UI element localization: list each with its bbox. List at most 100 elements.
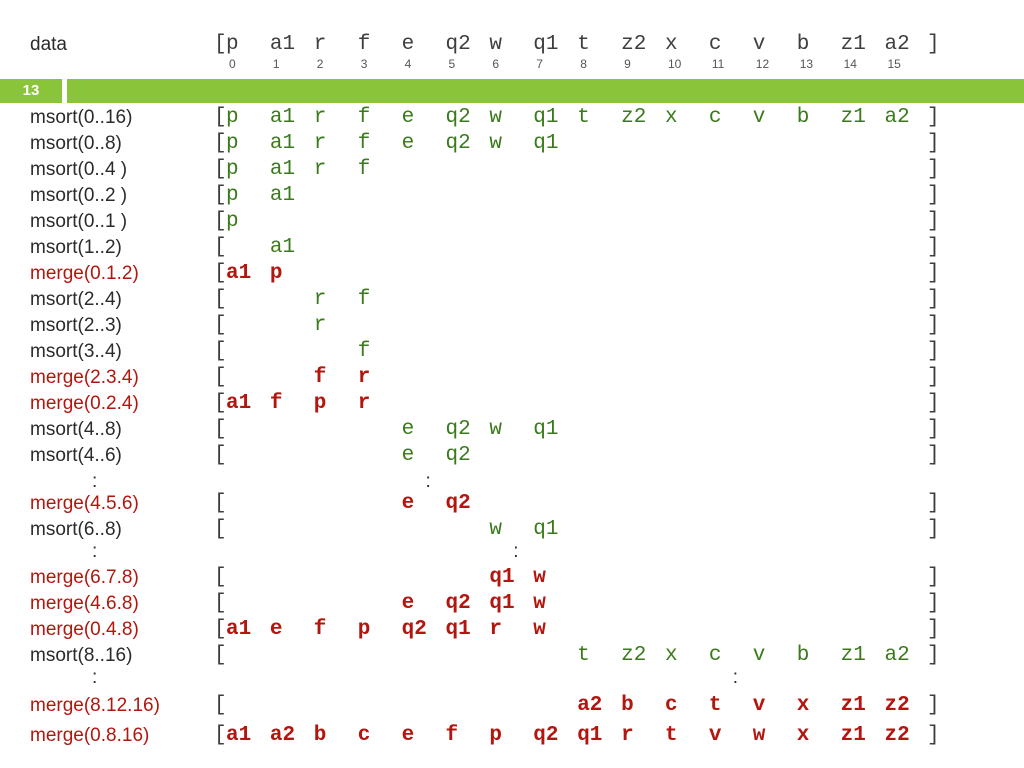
msort-value: q1 <box>533 518 559 541</box>
merged-value: q2 <box>401 618 427 641</box>
msort-value: p <box>226 132 239 155</box>
data-value: e <box>401 33 415 56</box>
msort-value: e <box>401 132 415 155</box>
row-close-bracket: ] <box>927 366 940 389</box>
ellipsis-marker: : <box>92 667 98 688</box>
msort-call-label: msort(2..3) <box>30 315 122 336</box>
merged-value: e <box>401 592 415 615</box>
data-index: 14 <box>843 57 857 71</box>
msort-value: e <box>401 418 415 441</box>
msort-value: a1 <box>269 236 296 259</box>
data-value: f <box>357 33 371 56</box>
data-value: q1 <box>533 33 559 56</box>
merged-value: f <box>313 618 327 641</box>
data-index: 4 <box>404 57 412 71</box>
msort-value: v <box>752 106 766 129</box>
data-value: x <box>665 33 678 56</box>
data-index: 15 <box>887 57 901 71</box>
msort-value: r <box>313 132 327 155</box>
msort-value: z2 <box>621 106 647 129</box>
msort-value: f <box>357 288 371 311</box>
data-value: a2 <box>884 33 910 56</box>
row-open-bracket: [ <box>214 158 227 181</box>
merged-value: t <box>708 694 722 717</box>
data-value: r <box>313 33 327 56</box>
msort-call-label: msort(0..2 ) <box>30 185 128 206</box>
data-value: w <box>489 33 502 56</box>
msort-value: b <box>796 644 810 667</box>
row-open-bracket: [ <box>214 566 227 589</box>
merged-value: q1 <box>489 566 515 589</box>
msort-value: q1 <box>533 106 559 129</box>
msort-call-label: msort(2..4) <box>30 289 122 310</box>
row-close-bracket: ] <box>927 492 940 515</box>
slide-number: 13 <box>0 79 62 103</box>
row-open-bracket: [ <box>214 694 227 717</box>
row-close-bracket: ] <box>927 132 940 155</box>
msort-value: z1 <box>840 106 866 129</box>
data-index: 6 <box>492 57 500 71</box>
msort-value: b <box>796 106 810 129</box>
merge-call-label: merge(0.1.2) <box>30 263 139 284</box>
row-open-bracket: [ <box>214 106 227 129</box>
msort-value: q2 <box>445 132 471 155</box>
merged-value: z2 <box>884 694 910 717</box>
row-open-bracket: [ <box>214 184 227 207</box>
data-value: v <box>752 33 766 56</box>
row-close-bracket: ] <box>927 444 940 467</box>
msort-call-label: msort(4..6) <box>30 445 122 466</box>
row-close-bracket: ] <box>927 288 940 311</box>
merged-value: a2 <box>577 694 603 717</box>
msort-value: r <box>313 106 327 129</box>
msort-value: w <box>489 106 502 129</box>
row-open-bracket: [ <box>214 724 227 747</box>
merged-value: f <box>313 366 327 389</box>
data-value: z2 <box>621 33 647 56</box>
merge-call-label: merge(6.7.8) <box>30 567 139 588</box>
msort-value: a2 <box>884 106 910 129</box>
row-close-bracket: ] <box>927 566 940 589</box>
row-open-bracket: [ <box>214 592 227 615</box>
merged-value: t <box>665 724 678 747</box>
msort-value: r <box>313 288 327 311</box>
msort-value: e <box>401 444 415 467</box>
msort-call-label: msort(0..1 ) <box>30 211 128 232</box>
data-index: 9 <box>624 57 631 71</box>
row-close-bracket: ] <box>927 392 940 415</box>
msort-call-label: msort(0..16) <box>30 107 133 128</box>
merged-value: b <box>313 724 327 747</box>
row-close-bracket: ] <box>927 236 940 259</box>
row-close-bracket: ] <box>927 158 940 181</box>
merged-value: b <box>621 694 634 717</box>
data-index: 5 <box>448 57 456 71</box>
merged-value: p <box>489 724 502 747</box>
msort-value: p <box>226 210 239 233</box>
msort-value: q2 <box>445 418 471 441</box>
data-index: 7 <box>536 57 543 71</box>
msort-value: q2 <box>445 106 471 129</box>
merged-value: r <box>357 392 371 415</box>
merged-value: a2 <box>269 724 296 747</box>
msort-value: p <box>226 106 239 129</box>
merged-value: c <box>357 724 371 747</box>
merged-value: f <box>445 724 459 747</box>
data-value: p <box>226 33 239 56</box>
merged-value: v <box>708 724 722 747</box>
ellipsis-marker: : <box>513 541 519 562</box>
msort-value: x <box>665 106 678 129</box>
msort-value: a2 <box>884 644 910 667</box>
row-open-bracket: [ <box>214 340 227 363</box>
msort-value: c <box>708 644 722 667</box>
data-index: 13 <box>799 57 814 71</box>
msort-value: v <box>752 644 766 667</box>
msort-value: a1 <box>269 132 296 155</box>
merge-call-label: merge(0.8.16) <box>30 725 150 746</box>
row-close-bracket: ] <box>927 418 940 441</box>
row-open-bracket: [ <box>214 518 227 541</box>
data-index: 12 <box>755 57 770 71</box>
merged-value: w <box>533 618 546 641</box>
msort-value: p <box>226 158 239 181</box>
merged-value: w <box>533 566 546 589</box>
row-open-bracket: [ <box>214 418 227 441</box>
data-value: c <box>708 33 722 56</box>
